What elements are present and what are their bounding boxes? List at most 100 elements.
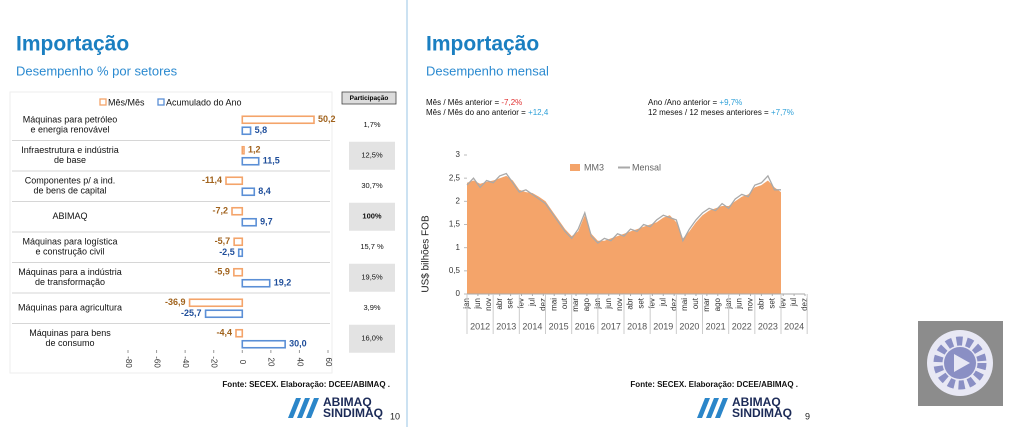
y-tick-label: 0 (456, 289, 461, 298)
value-label: 8,4 (258, 186, 271, 196)
x-tick-label: mai (549, 298, 558, 311)
y-tick-label: 2 (456, 196, 461, 205)
bar (237, 248, 244, 258)
x-tick-label: dez (538, 298, 547, 311)
bar (241, 339, 286, 349)
participation-value: 100% (362, 212, 382, 221)
bar (233, 237, 244, 247)
participation-cell (349, 141, 395, 170)
bar (235, 328, 244, 338)
y-tick-label: 1 (456, 243, 461, 252)
page-number: 9 (805, 411, 810, 421)
year-label: 2021 (706, 321, 726, 331)
x-tick-label: nov (484, 298, 493, 311)
value-label: 9,7 (260, 217, 273, 227)
x-tick-label: 60 (324, 358, 333, 367)
category-label: Máquinas para agricultura (18, 303, 122, 313)
logo-mark (697, 398, 728, 418)
legend-label: Acumulado do Ano (166, 97, 242, 107)
page-number: 10 (390, 411, 400, 421)
y-tick-label: 0,5 (449, 266, 461, 275)
year-label: 2020 (679, 321, 699, 331)
x-tick-label: dez (669, 298, 678, 311)
annotation-text: 12 meses / 12 meses anteriores = (648, 108, 771, 117)
participation-cell (349, 324, 395, 353)
value-label: -4,4 (216, 328, 232, 338)
bar (241, 126, 252, 136)
x-tick-label: nov (746, 298, 755, 311)
x-tick-label: nov (615, 298, 624, 311)
annotation: Ano /Ano anterior = +9,7% (648, 98, 742, 107)
x-tick-label: dez (800, 298, 809, 311)
x-tick-label: fev (517, 298, 526, 309)
participation-header: Participação (350, 95, 389, 102)
x-tick-label: 20 (267, 358, 276, 367)
annotation: Mês / Mês anterior = -7,2% (426, 98, 522, 107)
bar (241, 156, 260, 166)
subtitle: Desempenho % por setores (16, 63, 178, 78)
category-label: de bens de capital (33, 186, 106, 196)
year-label: 2024 (784, 321, 804, 331)
legend-swatch (570, 164, 580, 171)
x-tick-label: jun (473, 298, 482, 310)
participation-value: 16,0% (361, 334, 383, 343)
x-tick-label: jul (528, 298, 537, 307)
legend-label: Mês/Mês (108, 97, 145, 107)
x-tick-label: out (691, 297, 700, 309)
title: Importação (16, 33, 129, 56)
category-label: Infraestrutura e indústria (21, 145, 119, 155)
year-label: 2012 (470, 321, 490, 331)
x-tick-label: jul (658, 298, 667, 307)
x-tick-label: -40 (181, 356, 190, 368)
annotation-value: +7,7% (771, 108, 794, 117)
value-label: 11,5 (263, 156, 280, 166)
logo-text: SINDIMAQ (323, 406, 383, 420)
legend-label: MM3 (584, 162, 604, 172)
line (466, 172, 781, 244)
value-label: -36,9 (165, 297, 186, 307)
bar (188, 298, 244, 308)
value-label: -2,5 (219, 247, 235, 257)
category-label: Componentes p/ a ind. (25, 176, 116, 186)
year-label: 2018 (627, 321, 647, 331)
bar (241, 115, 315, 125)
participation-value: 12,5% (361, 151, 383, 160)
source: Fonte: SECEX. Elaboração: DCEE/ABIMAQ . (630, 380, 798, 389)
x-tick-label: mai (680, 298, 689, 311)
year-label: 2023 (758, 321, 778, 331)
logo-text: ABIMAQ (732, 395, 781, 409)
x-tick-label: set (506, 297, 515, 308)
participation-cell (349, 263, 395, 292)
category-label: ABIMAQ (52, 211, 87, 221)
year-label: 2016 (575, 321, 595, 331)
value-label: -5,7 (215, 236, 231, 246)
value-label: 5,8 (255, 125, 268, 135)
x-tick-label: fev (778, 298, 787, 309)
x-tick-label: jul (789, 298, 798, 307)
annotation: Mês / Mês do ano anterior = +12,4 (426, 108, 549, 117)
x-tick-label: jun (604, 298, 613, 310)
x-tick-label: out (560, 297, 569, 309)
y-axis-label: US$ bilhões FOB (421, 215, 432, 293)
bar (241, 187, 256, 197)
participation-value: 19,5% (361, 273, 383, 282)
year-label: 2019 (653, 321, 673, 331)
x-tick-label: set (637, 297, 646, 308)
bar (241, 278, 271, 288)
x-tick-label: abr (626, 298, 635, 310)
bar (225, 176, 244, 186)
x-tick-label: ago (713, 297, 722, 311)
logo-mark (288, 398, 319, 418)
gear-icon (918, 321, 1003, 406)
value-label: 30,0 (289, 339, 307, 349)
year-label: 2014 (522, 321, 542, 331)
y-tick-label: 3 (456, 150, 461, 159)
participation-cell (349, 202, 395, 231)
bar (204, 309, 244, 319)
value-label: 1,2 (248, 145, 261, 155)
category-label: de base (54, 155, 86, 165)
x-tick-label: 0 (238, 360, 247, 365)
